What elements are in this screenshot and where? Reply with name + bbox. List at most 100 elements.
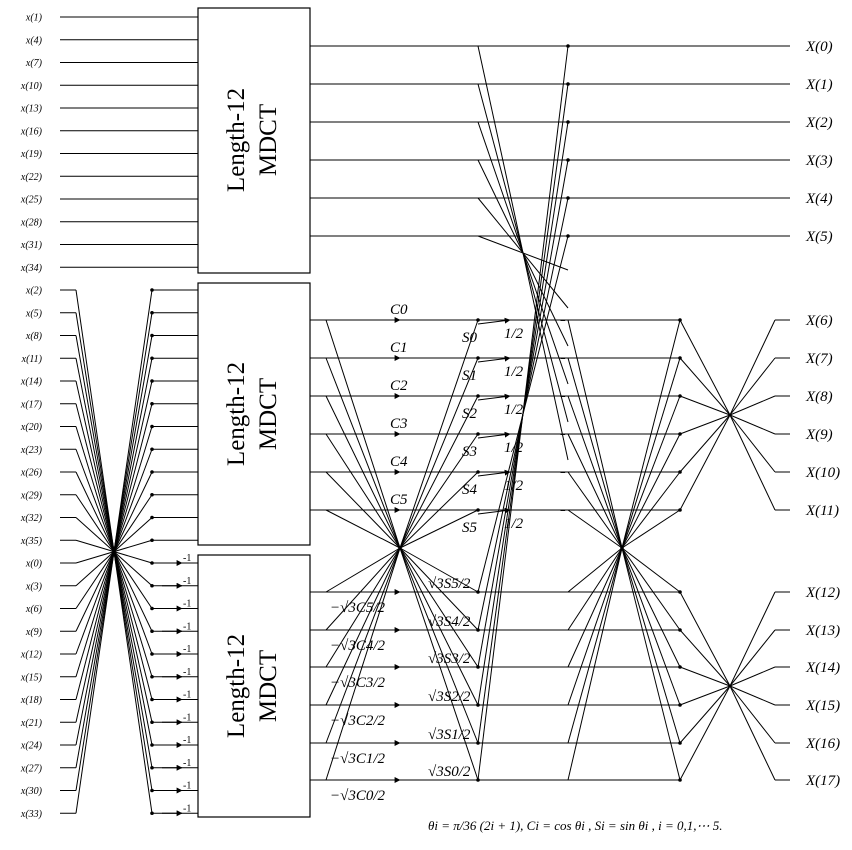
final-fan-wire: [679, 414, 731, 473]
junction-dot: [566, 158, 570, 162]
output-label: X(0): [805, 39, 833, 55]
input-label: x(29): [20, 490, 43, 501]
output-label: X(1): [805, 77, 833, 93]
cos-coefficient-label: C1: [390, 340, 408, 356]
junction-dot: [150, 538, 154, 543]
block-3-label-line1: Length-12: [223, 634, 250, 738]
input-label: x(21): [20, 718, 43, 729]
cos-coefficient-label: C4: [390, 454, 408, 470]
junction-dot: [150, 652, 154, 656]
butterfly-wire: [477, 235, 569, 271]
half-arrow: [477, 317, 511, 325]
junction-dot: [150, 288, 154, 292]
hub2-out-wire: [621, 547, 681, 744]
junction-dot: [150, 583, 154, 588]
minus-one-label: -1: [183, 781, 191, 792]
from-hub-wire: [399, 547, 479, 781]
from-hub-wire: [399, 547, 479, 668]
final-fan-wire: [729, 629, 776, 687]
junction-dot: [476, 665, 480, 669]
junction-dot: [566, 234, 570, 238]
to-hub-wire: [325, 547, 401, 781]
output-label: X(3): [805, 153, 833, 169]
hub2-in-wire: [567, 433, 623, 549]
sin-coefficient-label: S5: [462, 520, 478, 536]
input-label: x(8): [25, 331, 43, 342]
junction-dot: [678, 665, 682, 669]
junction-dot: [476, 703, 480, 707]
minus-one-label: -1: [183, 712, 191, 723]
input-label: x(18): [20, 695, 43, 706]
sqrt-s-label: √3S5/2: [428, 576, 471, 592]
input-label: x(24): [20, 741, 43, 752]
minus-one-label: -1: [183, 667, 191, 678]
hub2-out-wire: [621, 395, 681, 549]
input-label: x(22): [20, 172, 43, 183]
output-label: X(10): [805, 465, 840, 481]
input-label: x(35): [20, 536, 43, 547]
junction-dot: [678, 432, 682, 436]
hub2-in-wire: [567, 357, 623, 549]
mdct-block-2: Length-12 MDCT: [197, 282, 311, 546]
half-label: 1/2: [504, 326, 524, 342]
half-label: 1/2: [504, 440, 524, 456]
output-label: X(6): [805, 313, 833, 329]
labels-layer: x(1) x(4) x(7) x(10) x(13) x(16) x(19) x(22) x(2…: [20, 13, 840, 820]
input-label: x(25): [20, 195, 43, 206]
final-fan-wire: [729, 685, 776, 706]
hub2-out-wire: [621, 471, 681, 549]
half-arrow: [477, 507, 511, 515]
hub2-out-wire: [621, 509, 681, 549]
input-label: x(5): [25, 308, 43, 319]
minus-sign: −: [560, 468, 566, 479]
junction-dot: [150, 606, 154, 611]
input-label: x(4): [25, 35, 43, 46]
output-label: X(13): [805, 623, 840, 639]
junction-dot: [150, 447, 154, 452]
sin-coefficient-label: S4: [462, 482, 478, 498]
input-label: x(15): [20, 672, 43, 683]
junction-dot: [476, 318, 480, 322]
hub2-out-wire: [621, 547, 681, 668]
junction-dot: [476, 778, 480, 782]
junction-dot: [566, 196, 570, 200]
input-label: x(9): [25, 627, 43, 638]
cos-coefficient-label: C3: [390, 416, 408, 432]
final-fan-wire: [729, 414, 776, 473]
final-fan-wire: [729, 414, 776, 511]
sqrt-s-label: √3S2/2: [428, 689, 471, 705]
input-label: x(32): [20, 513, 43, 524]
final-fan-wire: [679, 414, 731, 511]
final-fan-wire: [679, 395, 731, 416]
junction-dot: [150, 515, 154, 520]
input-label: x(31): [20, 240, 43, 251]
final-fan-wire: [679, 357, 731, 416]
from-hub-wire: [399, 547, 479, 744]
final-fan-wire: [729, 685, 776, 744]
input-label: x(26): [20, 468, 43, 479]
from-hub-wire: [399, 433, 479, 549]
final-fan-wire: [729, 357, 776, 416]
from-hub-wire: [399, 547, 479, 706]
input-label: x(16): [20, 126, 43, 137]
input-label: x(20): [20, 422, 43, 433]
hub2-out-wire: [621, 547, 681, 781]
junction-dot: [476, 628, 480, 632]
output-label: X(8): [805, 389, 833, 405]
output-label: X(11): [805, 503, 839, 519]
final-fan-wire: [679, 685, 731, 744]
minus-sign: −: [560, 430, 566, 441]
to-hub-wire: [325, 547, 401, 593]
junction-dot: [150, 743, 154, 747]
neg-sqrt-c-label: −√3C5/2: [330, 600, 386, 616]
final-fan-wire: [679, 666, 731, 687]
input-label: x(13): [20, 104, 43, 115]
junction-dot: [150, 720, 154, 725]
minus-one-label: -1: [183, 621, 191, 632]
junction-dot: [150, 674, 154, 679]
half-arrow: [477, 469, 511, 477]
input-label: x(17): [20, 399, 43, 410]
theta-formula: θi = π/36 (2i + 1), Ci = cos θi , Si = s…: [428, 818, 723, 833]
junction-dot: [476, 741, 480, 745]
final-fan-wire: [729, 414, 776, 435]
